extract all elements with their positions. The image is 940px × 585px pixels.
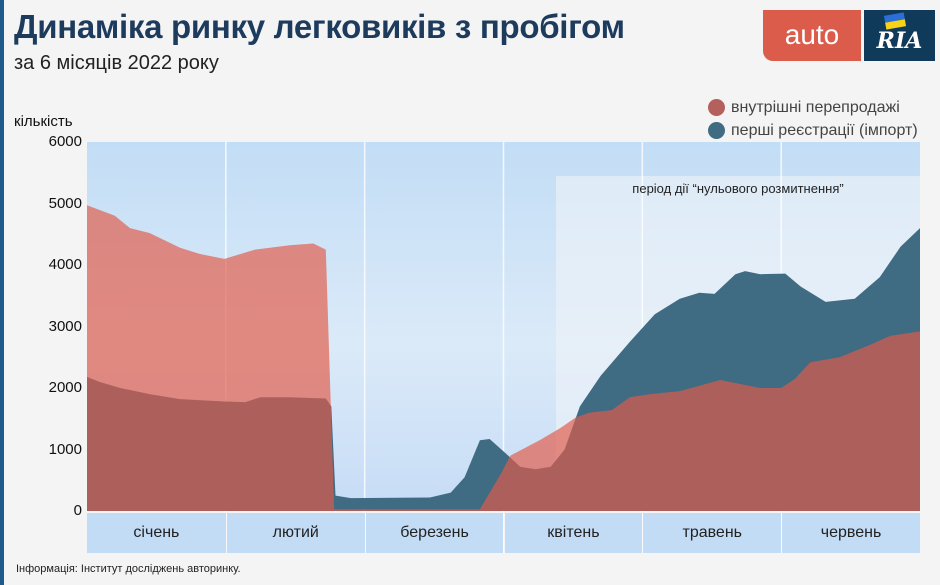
legend-item-internal: внутрішні перепродажі bbox=[708, 96, 918, 119]
autoria-logo: auto RIA bbox=[763, 10, 935, 61]
legend: внутрішні перепродажі перші реєстрації (… bbox=[708, 96, 918, 142]
x-category-label: березень bbox=[365, 513, 504, 553]
y-axis-label: кількість bbox=[14, 113, 73, 130]
left-accent-bar bbox=[0, 0, 4, 585]
legend-dot-icon bbox=[708, 99, 725, 116]
series-area-internal-resales bbox=[87, 205, 920, 512]
x-category-label: січень bbox=[87, 513, 226, 553]
x-category-label: травень bbox=[643, 513, 782, 553]
y-tick-label: 1000 bbox=[48, 440, 82, 458]
source-note: Інформація: Інститут досліджень авторинк… bbox=[16, 563, 241, 575]
y-tick-label: 2000 bbox=[48, 379, 82, 396]
y-tick-label: 4000 bbox=[48, 256, 82, 273]
y-tick-label: 6000 bbox=[48, 133, 82, 150]
legend-dot-icon bbox=[708, 122, 725, 139]
logo-auto: auto bbox=[763, 10, 861, 61]
y-tick-label: 3000 bbox=[48, 317, 82, 335]
y-tick-label: 5000 bbox=[48, 194, 82, 212]
chart-subtitle: за 6 місяців 2022 року bbox=[14, 52, 219, 74]
legend-label: внутрішні перепродажі bbox=[731, 99, 900, 116]
x-category-label: лютий bbox=[226, 513, 365, 553]
x-category-label: квітень bbox=[504, 513, 643, 553]
x-category-label: червень bbox=[782, 513, 920, 553]
legend-item-import: перші реєстрації (імпорт) bbox=[708, 119, 918, 142]
chart-title: Динаміка ринку легковиків з пробігом bbox=[14, 8, 625, 45]
period-annotation: період дії “нульового розмитнення” bbox=[632, 181, 844, 196]
y-tick-label: 0 bbox=[73, 502, 82, 519]
legend-label: перші реєстрації (імпорт) bbox=[731, 122, 918, 139]
